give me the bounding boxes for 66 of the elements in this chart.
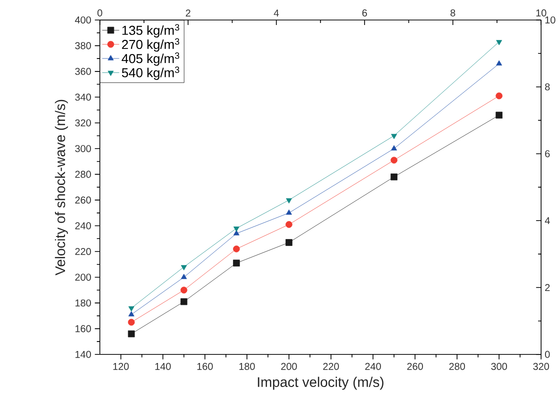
x-tick-label: 320 [533,362,550,370]
point [233,226,240,232]
y2-tick-label: 8 [545,83,550,90]
y-tick-label: 180 [76,299,91,306]
y2-tick-label: 0 [545,350,550,358]
legend-label: 405 kg/m$^{3}$ [122,52,180,66]
x-tick-label: 160 [197,362,213,370]
legend-label: 270 kg/m$^{3}$ [122,38,180,52]
x-tick-label: 260 [407,362,423,370]
x2-tick-label: 0 [97,9,102,16]
point [128,306,134,312]
y-tick-label: 380 [75,42,91,50]
y2-tick-label: 10 [545,16,556,24]
y-axis-title: Velocity of shock-wave (m/s) [54,100,68,276]
point [128,310,134,316]
point [496,60,502,66]
x-tick-label: 280 [449,362,465,370]
legend-label: 135 kg/m$^{3}$ [122,24,180,38]
x-tick-label: 140 [155,362,171,370]
y-tick-label: 200 [75,274,91,281]
point [286,198,292,204]
y2-tick-label: 2 [545,284,550,291]
point [496,40,502,46]
point [180,274,187,279]
point [180,286,188,294]
y-tick-label: 320 [75,119,91,126]
point [180,264,187,270]
point [128,330,135,338]
point [286,220,292,228]
point [496,112,502,118]
point [286,238,292,246]
point [496,92,502,100]
y-tick-label: 280 [75,170,91,178]
x-tick-label: 240 [365,362,381,370]
y2-tick-label: 4 [544,217,550,224]
x-axis-title: Impact velocity (m/s) [258,376,384,390]
x2-tick-label: 2 [186,9,190,16]
y-tick-label: 240 [75,222,91,230]
y-tick-label: 360 [75,68,91,75]
point [390,173,398,180]
point [391,134,397,139]
point [286,209,292,215]
point [128,318,135,326]
y-tick-label: 220 [75,248,91,255]
y-tick-label: 260 [75,196,91,204]
legend-label: 540 kg/m$^{3}$ [122,66,180,80]
x2-tick-label: 6 [362,9,367,16]
x-tick-label: 200 [281,362,297,370]
y2-tick-label: 6 [545,150,550,158]
y-tick-label: 300 [75,144,91,152]
x-tick-label: 180 [239,362,255,370]
point [390,156,398,164]
y-tick-label: 140 [76,350,91,358]
x2-tick-label: 4 [274,9,279,16]
x2-tick-label: 10 [536,9,546,16]
point [180,298,188,305]
point [233,260,240,266]
y-tick-label: 400 [74,16,91,24]
x2-tick-label: 8 [450,9,456,16]
x-tick-label: 300 [491,362,507,370]
x-tick-label: 120 [113,362,129,370]
y-tick-label: 340 [75,93,91,101]
point [233,245,240,252]
y-tick-label: 160 [76,325,91,332]
x-tick-label: 220 [323,362,339,370]
point [391,145,397,150]
